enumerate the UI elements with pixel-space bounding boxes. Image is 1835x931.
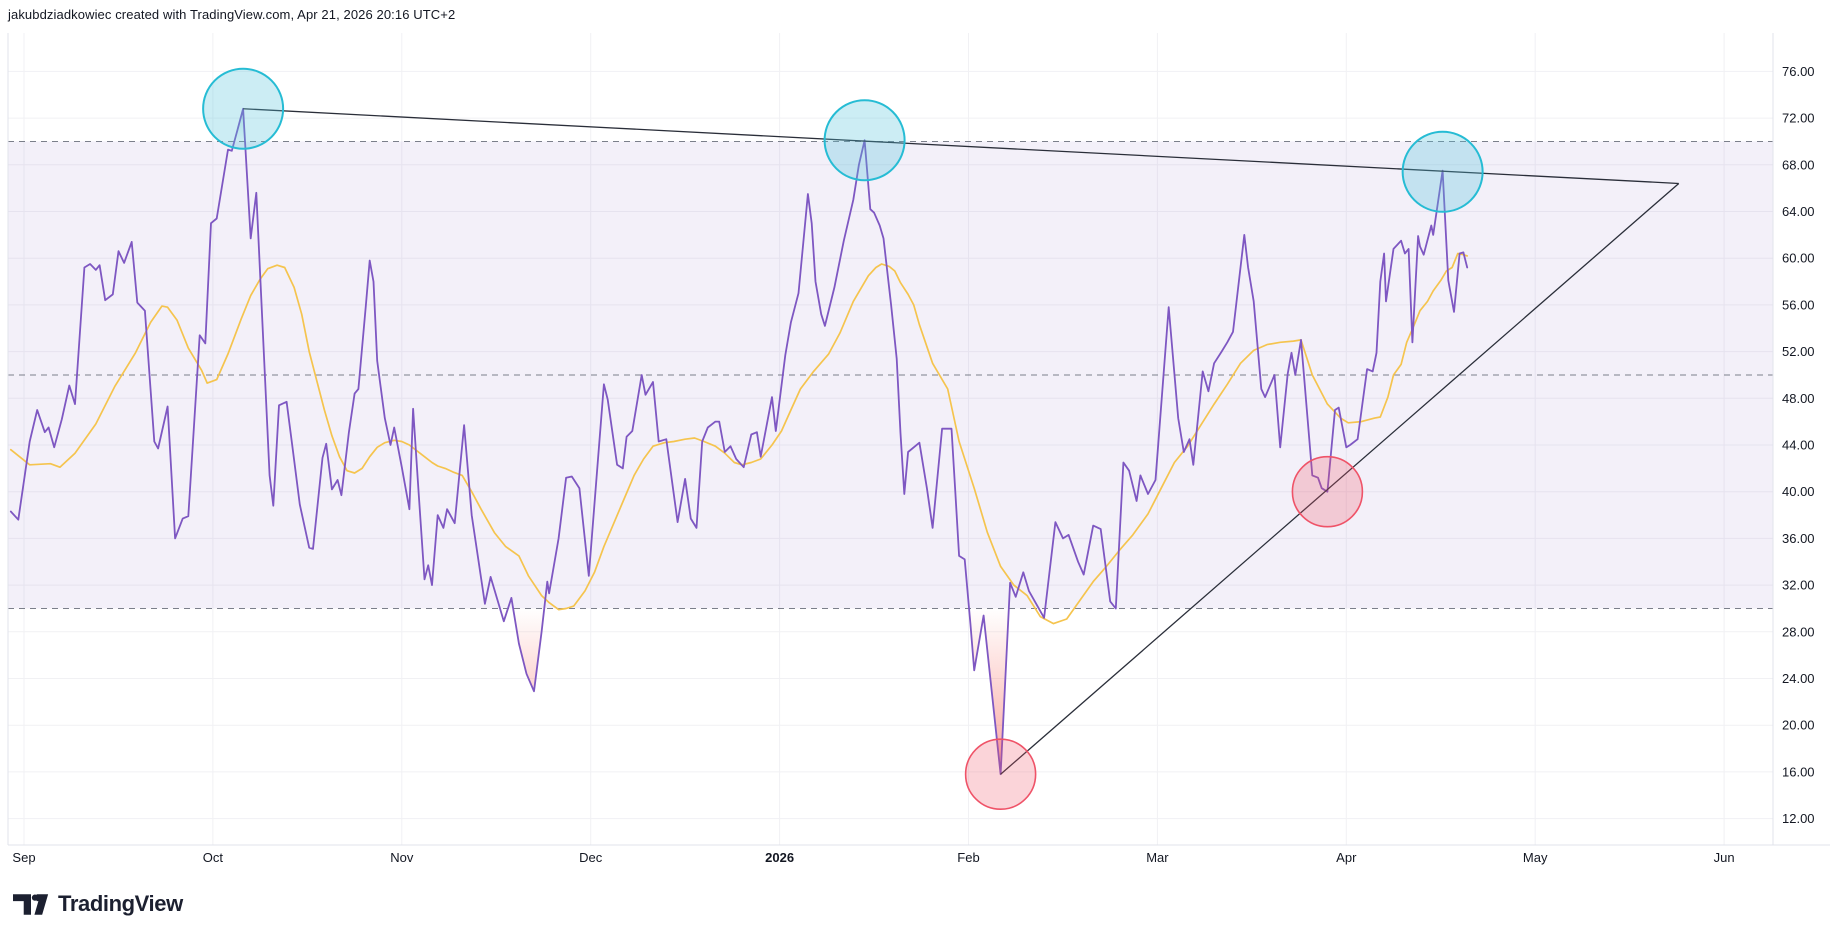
- gridlines: [8, 33, 1773, 845]
- tradingview-logo-icon: [13, 893, 49, 915]
- attribution-text: jakubdziadkowiec created with TradingVie…: [8, 7, 456, 22]
- price-tick-label: 12.00: [1782, 811, 1815, 826]
- price-axis[interactable]: 76.00 72.00 68.00 64.00 60.00 56.00 52.00 48.00…: [1782, 64, 1815, 826]
- month-label: Nov: [390, 850, 414, 865]
- price-tick-label: 52.00: [1782, 344, 1815, 359]
- tradingview-logo-text: TradingView: [58, 891, 183, 916]
- month-label: Mar: [1146, 850, 1169, 865]
- price-tick-label: 48.00: [1782, 391, 1815, 406]
- trough-circle-2[interactable]: [1291, 455, 1364, 528]
- price-tick-label: 32.00: [1782, 578, 1815, 593]
- price-tick-label: 64.00: [1782, 204, 1815, 219]
- price-tick-label: 72.00: [1782, 111, 1815, 126]
- month-label: Jun: [1714, 850, 1735, 865]
- price-tick-label: 36.00: [1782, 531, 1815, 546]
- tradingview-logo[interactable]: TradingView: [13, 891, 183, 917]
- month-label: Oct: [203, 850, 224, 865]
- price-tick-label: 76.00: [1782, 64, 1815, 79]
- lower-trendline[interactable]: [1000, 182, 1680, 775]
- price-tick-label: 60.00: [1782, 251, 1815, 266]
- upper-trendline[interactable]: [243, 108, 1679, 185]
- price-tick-label: 40.00: [1782, 484, 1815, 499]
- price-tick-label: 24.00: [1782, 671, 1815, 686]
- price-tick-label: 68.00: [1782, 157, 1815, 172]
- rsi-line: [9, 107, 1469, 776]
- ma-line: [9, 252, 1469, 625]
- trough-circle-1[interactable]: [964, 738, 1037, 811]
- month-label: 2026: [765, 850, 794, 865]
- time-axis[interactable]: Sep Oct Nov Dec 2026 Feb Mar Apr May Jun: [12, 850, 1734, 865]
- month-label: Apr: [1336, 850, 1357, 865]
- peak-circle-2[interactable]: [823, 99, 906, 182]
- month-label: Dec: [579, 850, 603, 865]
- peak-circle-3[interactable]: [1401, 130, 1484, 213]
- price-tick-label: 56.00: [1782, 297, 1815, 312]
- peak-circle-1[interactable]: [202, 67, 285, 150]
- month-label: Sep: [12, 850, 35, 865]
- month-label: May: [1523, 850, 1548, 865]
- price-tick-label: 16.00: [1782, 764, 1815, 779]
- price-tick-label: 28.00: [1782, 624, 1815, 639]
- price-tick-label: 20.00: [1782, 718, 1815, 733]
- price-tick-label: 44.00: [1782, 438, 1815, 453]
- month-label: Feb: [957, 850, 979, 865]
